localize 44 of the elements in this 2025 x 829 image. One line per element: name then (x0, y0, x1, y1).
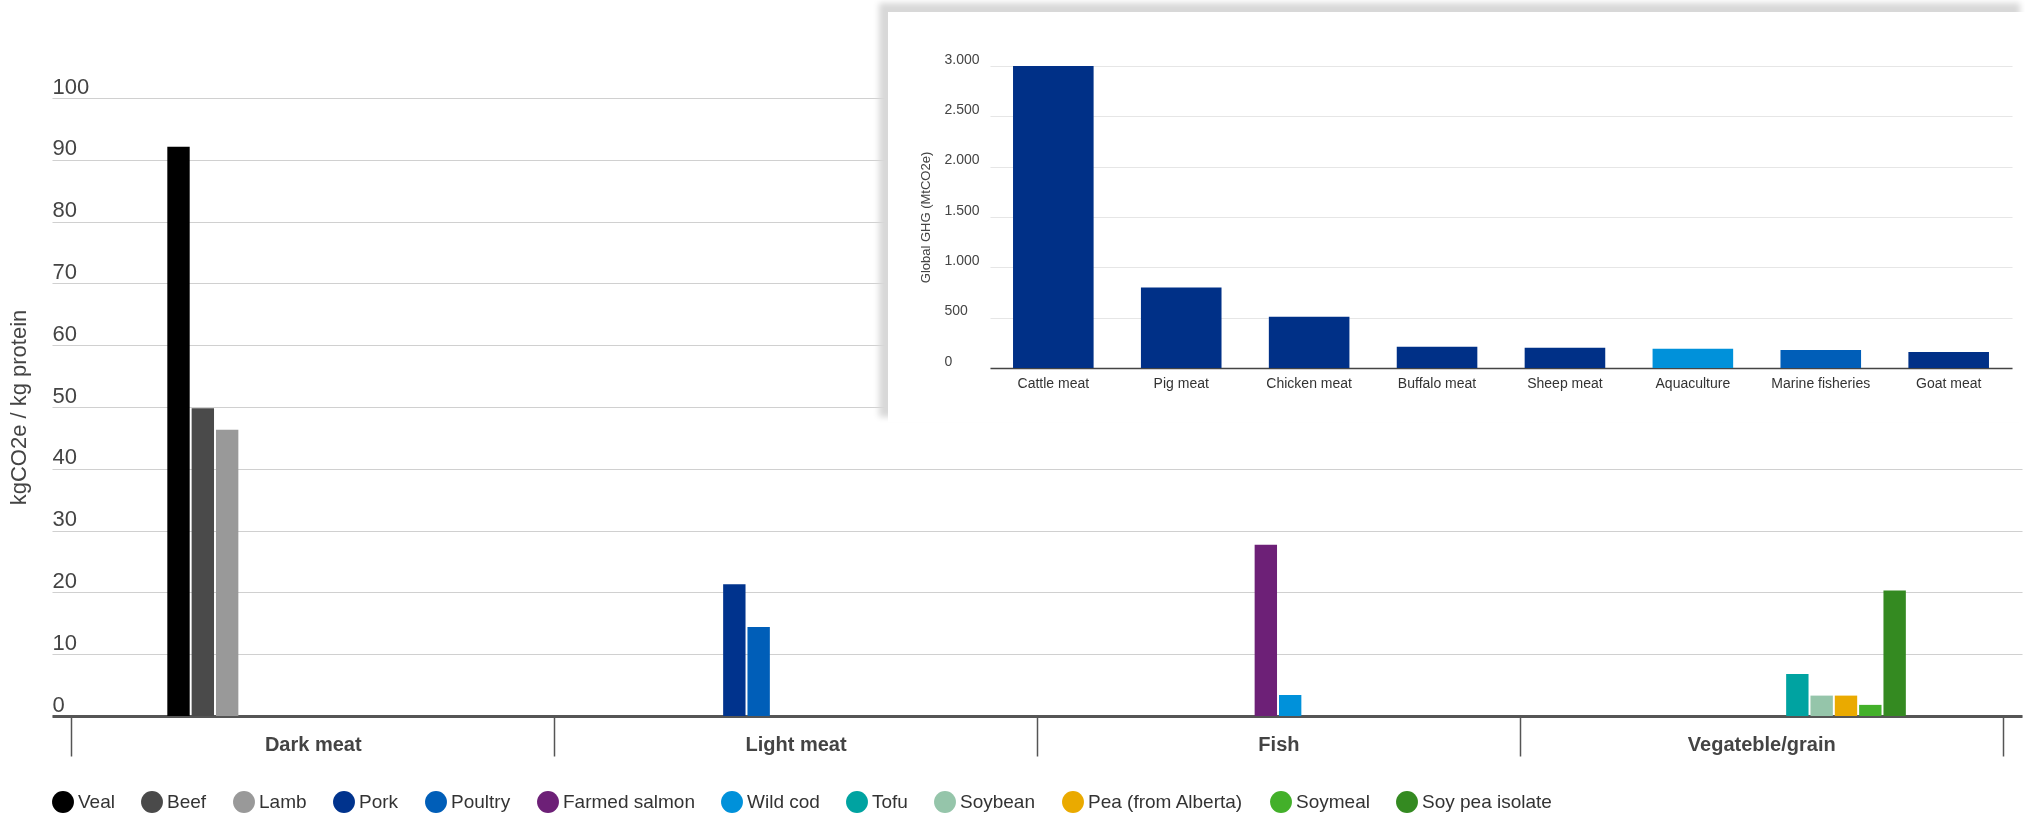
x-tick-label: Pig meat (1153, 374, 1209, 391)
legend-label: Lamb (259, 791, 307, 813)
x-tick-label: Light meat (745, 732, 847, 755)
y-tick-label: 20 (52, 567, 77, 593)
x-tick-label: Marine fisheries (1771, 374, 1871, 391)
x-tick-label: Vegateble/grain (1687, 732, 1836, 755)
y-tick-label: 80 (52, 197, 77, 223)
x-tick-label: Cattle meat (1017, 374, 1090, 391)
x-tick-label: Chicken meat (1266, 374, 1353, 391)
legend-label: Pea (from Alberta) (1088, 791, 1243, 813)
x-tick-label: Dark meat (264, 732, 362, 755)
y-tick-label: 2.000 (944, 151, 980, 168)
legend-label: Wild cod (747, 791, 820, 813)
y-tick-label: 3.000 (944, 50, 980, 67)
y-tick-label: 70 (52, 258, 77, 284)
y-tick-label: 0 (52, 691, 65, 717)
y-tick-label: 500 (944, 302, 969, 319)
x-tick-label: Fish (1258, 732, 1300, 755)
y-tick-label: 100 (52, 73, 90, 99)
y-tick-label: 0 (944, 352, 953, 369)
legend-label: Tofu (872, 791, 908, 813)
y-tick-label: 50 (52, 382, 77, 408)
y-tick-label: 90 (52, 135, 77, 161)
x-tick-label: Aquaculture (1655, 374, 1731, 391)
legend-label: Beef (167, 791, 207, 813)
legend-label: Pork (359, 791, 399, 813)
y-axis-title: Global GHG (MtCO2e) (917, 151, 933, 284)
legend-label: Soymeal (1296, 791, 1370, 813)
legend-label: Veal (78, 791, 115, 813)
legend-label: Poultry (451, 791, 511, 813)
legend-label: Soybean (960, 791, 1036, 813)
legend-label: Soy pea isolate (1422, 791, 1552, 813)
x-tick-label: Buffalo meat (1397, 374, 1477, 391)
y-tick-label: 30 (52, 506, 77, 532)
y-axis-title: kgCO2e / kg protein (5, 309, 31, 506)
y-tick-label: 2.500 (944, 100, 980, 117)
legend-label: Farmed salmon (563, 791, 695, 813)
y-tick-label: 1.000 (944, 251, 980, 268)
x-tick-label: Goat meat (1916, 374, 1982, 391)
y-tick-label: 40 (52, 444, 77, 470)
x-tick-label: Sheep meat (1527, 374, 1603, 391)
y-tick-label: 60 (52, 320, 77, 346)
y-tick-label: 10 (52, 629, 77, 655)
y-tick-label: 1.500 (944, 201, 980, 218)
